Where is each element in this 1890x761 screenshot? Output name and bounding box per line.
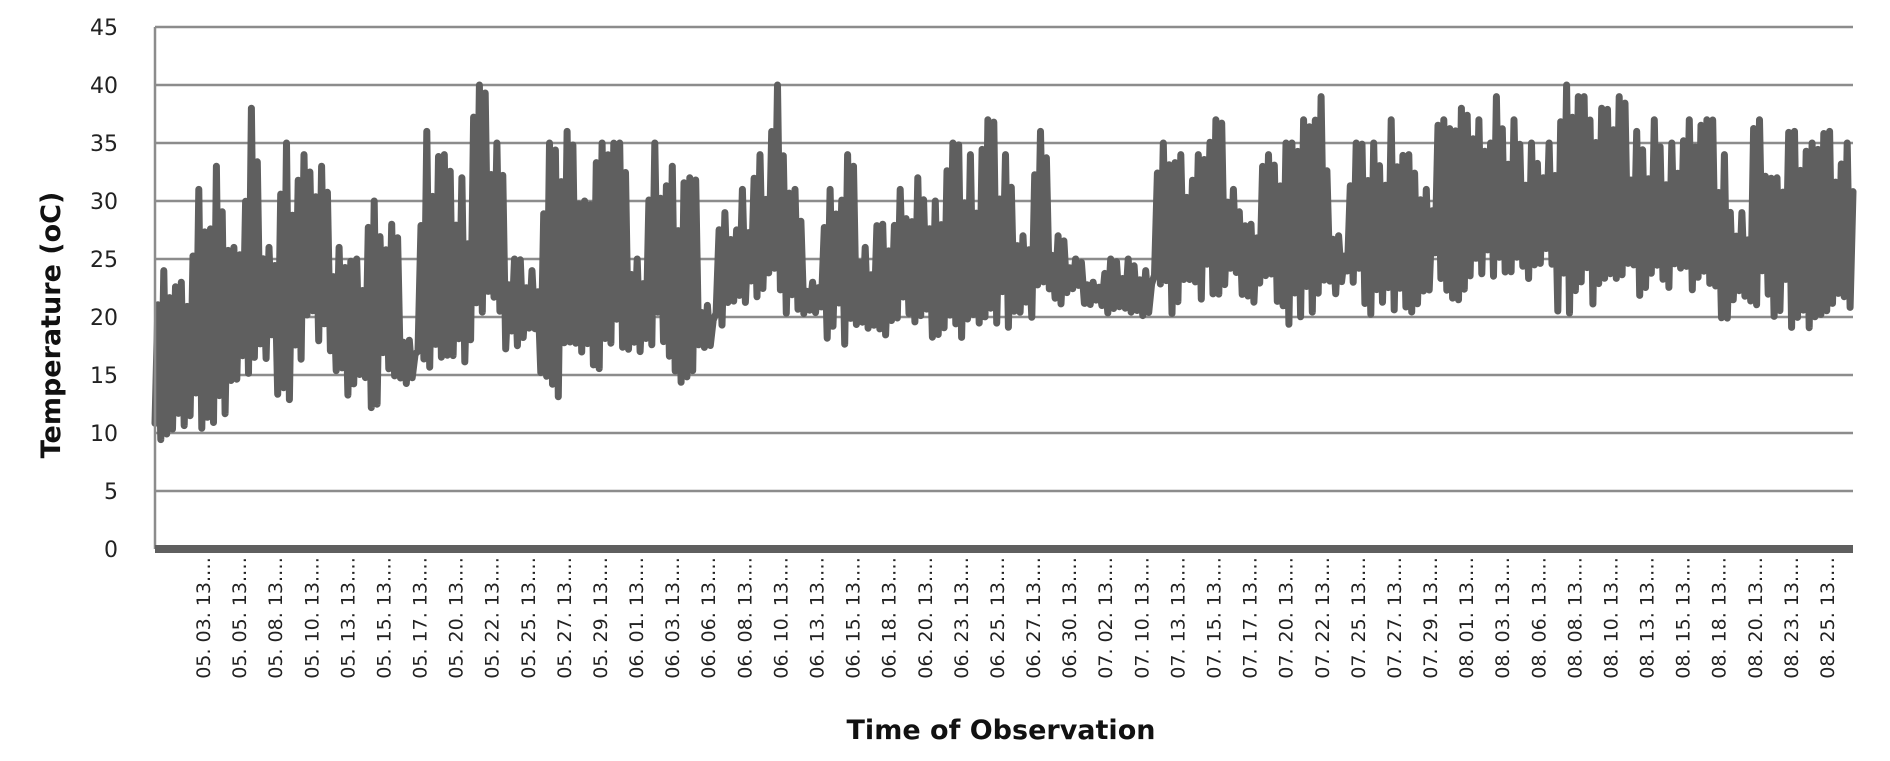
x-tick-label: 06. 20. 13.… (915, 557, 937, 679)
x-tick-label: 07. 25. 13.… (1348, 557, 1370, 679)
x-tick-label: 07. 17. 13.… (1240, 557, 1262, 679)
x-tick-label: 06. 10. 13.… (770, 557, 792, 679)
y-tick-label: 40 (90, 74, 118, 99)
x-tick-label: 08. 10. 13.… (1601, 557, 1623, 679)
x-tick-label: 07. 15. 13.… (1204, 557, 1226, 679)
x-tick-label: 06. 08. 13.… (734, 557, 756, 679)
x-tick-label: 06. 25. 13.… (987, 557, 1009, 679)
x-tick-label: 06. 01. 13.… (626, 557, 648, 679)
temperature-line (151, 81, 1857, 444)
x-tick-label: 06. 13. 13.… (807, 557, 829, 679)
x-tick-label: 08. 15. 13.… (1673, 557, 1695, 679)
x-tick-label: 05. 20. 13.… (446, 557, 468, 679)
x-tick-label: 05. 05. 13.… (229, 557, 251, 679)
x-tick-label: 08. 23. 13.… (1781, 557, 1803, 679)
x-tick-label: 05. 17. 13.… (410, 557, 432, 679)
x-tick-label: 05. 22. 13.… (482, 557, 504, 679)
y-tick-label: 10 (90, 422, 118, 447)
y-tick-label: 30 (90, 190, 118, 215)
x-tick-label: 07. 22. 13.… (1312, 557, 1334, 679)
x-tick-label: 07. 10. 13.… (1131, 557, 1153, 679)
x-tick-label: 08. 03. 13.… (1492, 557, 1514, 679)
x-tick-label: 05. 03. 13.… (193, 557, 215, 679)
x-tick-label: 08. 06. 13.… (1528, 557, 1550, 679)
y-tick-label: 25 (90, 248, 118, 273)
x-tick-label: 06. 18. 13.… (879, 557, 901, 679)
x-tick-label: 06. 23. 13.… (951, 557, 973, 679)
x-tick-label: 08. 25. 13.… (1817, 557, 1839, 679)
y-tick-label: 5 (104, 480, 118, 505)
x-tick-label: 05. 10. 13.… (301, 557, 323, 679)
x-tick-label: 07. 27. 13.… (1384, 557, 1406, 679)
x-tick-label: 08. 13. 13.… (1637, 557, 1659, 679)
temperature-series (151, 81, 1857, 444)
y-tick-label: 0 (104, 538, 118, 563)
x-tick-label: 05. 15. 13.… (373, 557, 395, 679)
x-tick-label: 08. 18. 13.… (1709, 557, 1731, 679)
x-tick-label: 05. 25. 13.… (518, 557, 540, 679)
x-tick-label: 07. 02. 13.… (1095, 557, 1117, 679)
x-tick-label: 07. 20. 13.… (1276, 557, 1298, 679)
x-tick-label: 07. 13. 13.… (1167, 557, 1189, 679)
axes (153, 27, 1853, 553)
x-tick-label: 06. 30. 13.… (1059, 557, 1081, 679)
y-tick-label: 35 (90, 132, 118, 157)
x-tick-label: 05. 08. 13.… (265, 557, 287, 679)
y-axis-title: Temperature (oC) (36, 192, 67, 459)
x-tick-label: 05. 27. 13.… (554, 557, 576, 679)
x-tick-label: 05. 29. 13.… (590, 557, 612, 679)
x-tick-label: 06. 06. 13.… (698, 557, 720, 679)
x-tick-label: 05. 13. 13.… (337, 557, 359, 679)
x-axis-ticks: 05. 03. 13.… 05. 05. 13.… 05. 08. 13.… 05. … (193, 557, 1839, 679)
y-tick-label: 20 (90, 306, 118, 331)
y-tick-label: 45 (90, 16, 118, 41)
x-tick-label: 08. 20. 13.… (1745, 557, 1767, 679)
x-tick-label: 06. 03. 13.… (662, 557, 684, 679)
x-tick-label: 06. 15. 13.… (843, 557, 865, 679)
x-tick-label: 06. 27. 13.… (1023, 557, 1045, 679)
x-tick-label: 07. 29. 13.… (1420, 557, 1442, 679)
x-tick-label: 08. 08. 13.… (1564, 557, 1586, 679)
x-tick-label: 08. 01. 13.… (1456, 557, 1478, 679)
y-axis-ticks: 0 5 10 15 20 25 30 35 40 45 (90, 16, 118, 563)
y-tick-label: 15 (90, 364, 118, 389)
x-axis-title: Time of Observation (847, 715, 1156, 746)
